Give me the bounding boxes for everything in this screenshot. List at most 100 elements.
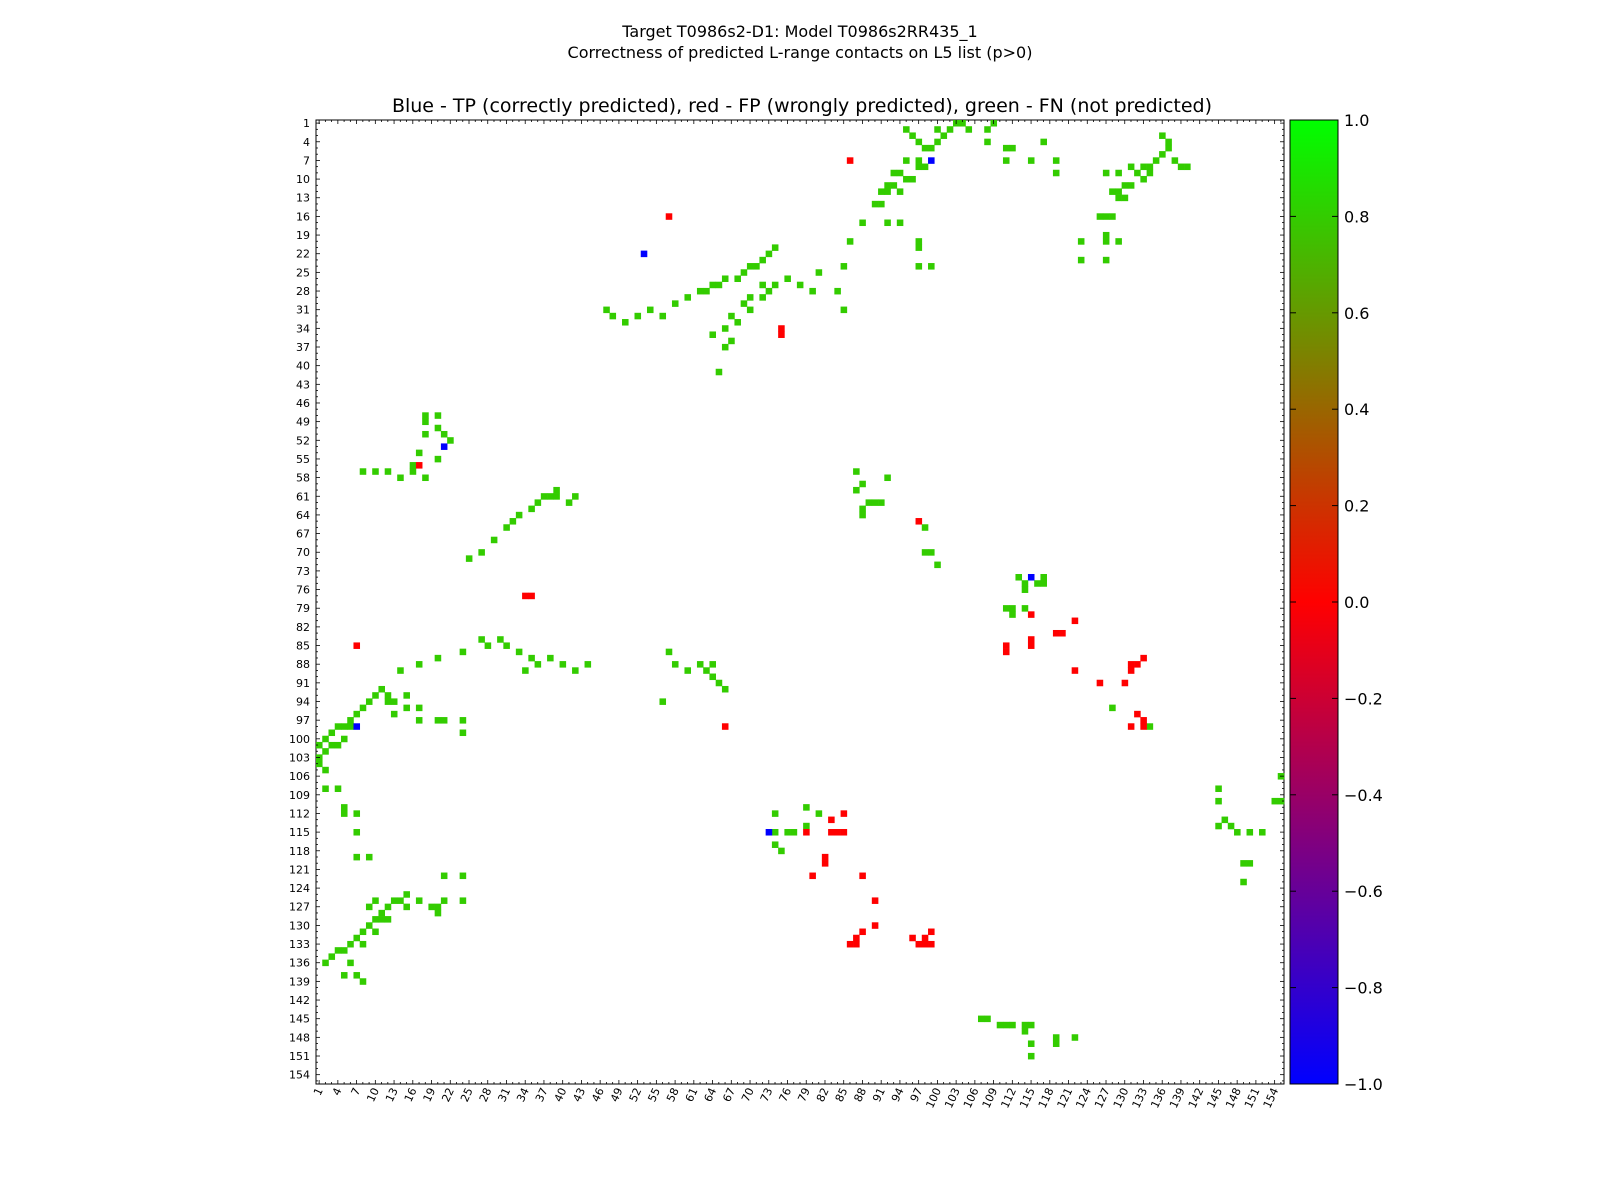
x-tick-label: 76: [777, 1086, 795, 1104]
y-tick-label: 115: [289, 826, 310, 839]
y-tick-label: 148: [289, 1031, 310, 1044]
contact-fp: [522, 592, 529, 600]
contact-fn: [834, 287, 841, 295]
contact-fp: [828, 829, 835, 836]
contact-fn: [984, 138, 991, 146]
contact-fn: [503, 524, 510, 531]
x-tick-label: 16: [402, 1086, 420, 1104]
contact-fn: [353, 829, 361, 836]
y-tick-label: 40: [296, 360, 310, 373]
contact-fn: [328, 953, 336, 960]
contact-fn: [1102, 213, 1110, 220]
contact-fn: [977, 1015, 985, 1023]
contact-fn: [659, 312, 667, 320]
contact-fn: [728, 312, 735, 320]
contact-fn: [915, 157, 923, 164]
contact-fn: [1034, 580, 1041, 587]
contact-fn: [740, 269, 748, 276]
contact-tp: [928, 157, 935, 164]
contact-fn: [334, 785, 342, 792]
contact-fn: [359, 978, 367, 985]
contact-fn: [609, 312, 617, 320]
x-tick-label: 4: [330, 1086, 345, 1098]
contact-fn: [909, 132, 916, 139]
contact-fp: [921, 934, 929, 942]
y-tick-label: 130: [289, 919, 310, 932]
contact-fn: [840, 306, 848, 314]
contact-fn: [316, 741, 323, 749]
contact-fn: [397, 667, 404, 674]
contact-fn: [365, 922, 373, 929]
contact-fn: [928, 263, 935, 270]
contact-fn: [859, 480, 866, 488]
contact-fn: [415, 449, 423, 457]
contact-fn: [359, 928, 367, 936]
x-tick-label: 154: [1261, 1086, 1282, 1111]
x-tick-label: 82: [814, 1086, 832, 1104]
contact-fn: [403, 891, 410, 898]
x-tick-label: 130: [1111, 1086, 1132, 1111]
y-tick-label: 91: [296, 677, 310, 690]
y-tick-label: 94: [296, 696, 310, 709]
contact-fn: [1009, 1021, 1016, 1029]
contact-fn: [1115, 194, 1122, 202]
contact-fn: [796, 281, 804, 289]
x-tick-label: 22: [439, 1086, 457, 1104]
contact-fp: [1134, 661, 1141, 668]
contact-fn: [622, 319, 629, 326]
y-tick-label: 124: [289, 882, 310, 895]
contact-fn: [1052, 157, 1060, 164]
y-tick-label: 82: [296, 621, 310, 634]
contact-fn: [603, 306, 610, 314]
contact-fn: [459, 729, 467, 737]
contact-fn: [859, 219, 866, 227]
contact-fn: [440, 717, 448, 724]
contact-fn: [853, 486, 860, 494]
figure-title-line1: Target T0986s2-D1: Model T0986s2RR435_1: [622, 22, 978, 41]
y-tick-label: 67: [296, 528, 310, 541]
contact-fn: [365, 903, 373, 911]
contact-fn: [316, 760, 323, 768]
contact-fn: [1021, 1021, 1029, 1029]
contact-fn: [353, 810, 361, 817]
contact-fn: [509, 518, 517, 525]
contact-fn: [547, 654, 554, 662]
contact-fp: [778, 325, 785, 332]
contact-fp: [821, 860, 829, 867]
contact-fn: [740, 300, 748, 307]
y-tick-label: 13: [296, 192, 310, 205]
contact-fn: [340, 804, 348, 811]
contact-fn: [940, 132, 948, 139]
x-tick-label: 91: [870, 1086, 888, 1104]
contact-tp: [640, 250, 648, 258]
x-tick-label: 25: [458, 1086, 476, 1104]
x-tick-label: 145: [1204, 1086, 1225, 1111]
contact-fn: [384, 468, 392, 475]
contact-fn: [928, 144, 935, 152]
contact-fn: [353, 934, 361, 942]
contact-fp: [1140, 654, 1147, 662]
contact-fn: [459, 717, 467, 724]
contact-fn: [372, 897, 379, 904]
contact-fn: [1115, 169, 1122, 177]
contact-fn: [709, 331, 716, 338]
contact-fn: [384, 903, 392, 911]
contact-fn: [553, 493, 560, 500]
contact-fn: [422, 430, 429, 438]
contact-fn: [1009, 144, 1016, 152]
contact-fn: [428, 903, 435, 911]
contact-fn: [465, 555, 473, 562]
contact-fp: [1127, 661, 1135, 668]
contact-fn: [334, 723, 342, 730]
contact-fn: [671, 300, 679, 307]
contact-fn: [715, 368, 723, 376]
x-tick-label: 55: [645, 1086, 663, 1104]
contact-fn: [322, 785, 329, 792]
contact-fn: [1127, 163, 1135, 171]
contact-fp: [1059, 629, 1066, 637]
x-tick-label: 85: [833, 1086, 851, 1104]
x-tick-label: 118: [1036, 1086, 1057, 1111]
x-tick-label: 88: [851, 1086, 869, 1104]
contact-fn: [359, 940, 367, 948]
contact-fn: [759, 294, 766, 301]
